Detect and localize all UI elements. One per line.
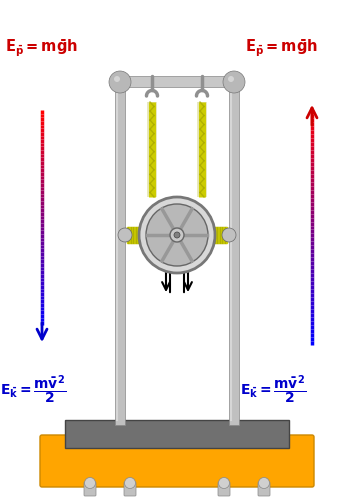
Circle shape xyxy=(222,228,236,242)
FancyBboxPatch shape xyxy=(115,85,125,425)
FancyBboxPatch shape xyxy=(65,420,289,448)
FancyBboxPatch shape xyxy=(112,76,242,87)
Circle shape xyxy=(174,232,180,238)
FancyBboxPatch shape xyxy=(218,482,230,496)
Text: $\mathbf{E_{\bar{p}}= m\bar{g}h}$: $\mathbf{E_{\bar{p}}= m\bar{g}h}$ xyxy=(5,38,78,58)
Circle shape xyxy=(146,204,208,266)
Text: $\mathbf{E_{\bar{p}}= m\bar{g}h}$: $\mathbf{E_{\bar{p}}= m\bar{g}h}$ xyxy=(245,38,318,58)
Circle shape xyxy=(258,478,269,488)
Circle shape xyxy=(118,228,132,242)
Text: $\mathbf{E_{\bar{k}}=\dfrac{m\bar{v}^{2}}{2}}$: $\mathbf{E_{\bar{k}}=\dfrac{m\bar{v}^{2}… xyxy=(240,373,306,406)
Circle shape xyxy=(114,76,120,82)
Circle shape xyxy=(218,478,229,488)
Circle shape xyxy=(228,76,234,82)
Text: $\mathbf{E_{\bar{k}}=\dfrac{m\bar{v}^{2}}{2}}$: $\mathbf{E_{\bar{k}}=\dfrac{m\bar{v}^{2}… xyxy=(0,373,66,406)
FancyBboxPatch shape xyxy=(40,435,314,487)
FancyBboxPatch shape xyxy=(84,482,96,496)
Circle shape xyxy=(139,197,215,273)
FancyBboxPatch shape xyxy=(124,482,136,496)
Circle shape xyxy=(170,228,184,242)
FancyBboxPatch shape xyxy=(229,85,239,425)
Circle shape xyxy=(223,71,245,93)
FancyBboxPatch shape xyxy=(258,482,270,496)
Circle shape xyxy=(125,478,136,488)
Circle shape xyxy=(85,478,96,488)
Circle shape xyxy=(109,71,131,93)
